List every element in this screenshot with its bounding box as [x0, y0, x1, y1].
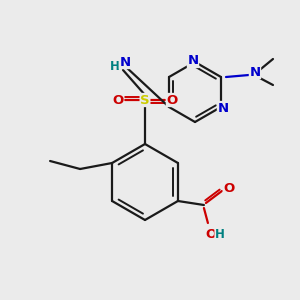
Text: N: N — [249, 65, 260, 79]
Text: N: N — [218, 101, 229, 115]
Text: O: O — [112, 94, 124, 106]
Text: O: O — [223, 182, 235, 196]
Text: N: N — [119, 56, 130, 68]
Text: O: O — [205, 229, 217, 242]
Text: H: H — [215, 229, 225, 242]
Text: H: H — [110, 59, 120, 73]
Text: O: O — [167, 94, 178, 106]
Text: S: S — [140, 94, 150, 106]
Text: N: N — [188, 55, 199, 68]
